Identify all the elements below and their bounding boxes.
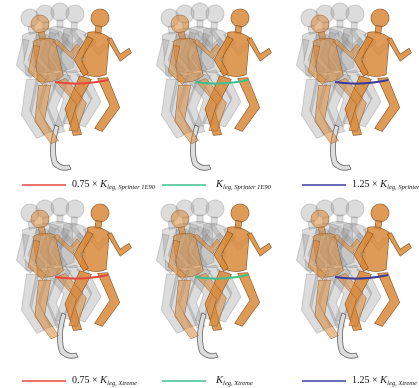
panel: Kleg, Sprinter 1E90 — [147, 3, 277, 192]
legend-label: 0.75 × Kleg, Sprinter 1E90 — [72, 179, 156, 191]
legend-label: Kleg, Xtreme — [215, 375, 253, 387]
legend-label: 0.75 × Kleg, Xtreme — [72, 375, 137, 387]
legend-label: Kleg, Sprinter 1E90 — [215, 179, 272, 191]
legend-label: 1.25 × Kleg, Xtreme — [352, 375, 417, 387]
legend-subscript: leg, Sprinter 1E90 — [107, 184, 156, 191]
legend-prefix: 0.75 × — [72, 179, 98, 190]
legend-label: 1.25 × Kleg, Sprinter 1E90 — [352, 179, 419, 191]
legend-prefix: 0.75 × — [72, 375, 98, 386]
figure: 0.75 × Kleg, Sprinter 1E90 Kleg, Sprinter… — [0, 0, 419, 388]
legend-prefix: 1.25 × — [352, 375, 378, 386]
panel: 1.25 × Kleg, Xtreme — [287, 198, 417, 388]
panel: 1.25 × Kleg, Sprinter 1E90 — [287, 3, 419, 192]
legend-subscript: leg, Xtreme — [107, 380, 137, 387]
panel: 0.75 × Kleg, Sprinter 1E90 — [7, 3, 156, 192]
legend-subscript: leg, Xtreme — [387, 380, 417, 387]
panel: 0.75 × Kleg, Xtreme — [7, 198, 137, 388]
legend-subscript: leg, Xtreme — [223, 380, 253, 387]
legend-prefix: 1.25 × — [352, 179, 378, 190]
legend-subscript: leg, Sprinter 1E90 — [387, 184, 419, 191]
legend-subscript: leg, Sprinter 1E90 — [223, 184, 272, 191]
panel: Kleg, Xtreme — [147, 198, 277, 388]
